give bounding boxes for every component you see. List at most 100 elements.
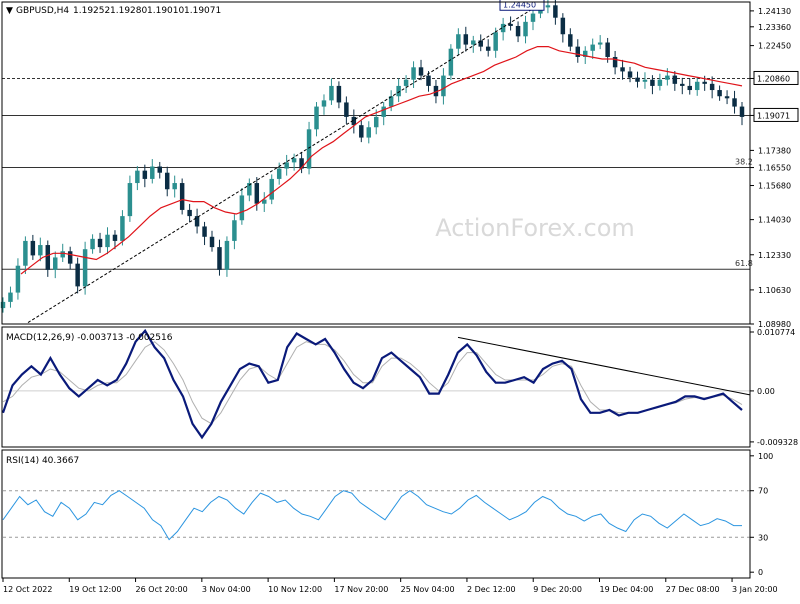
price-candle-body xyxy=(605,42,610,57)
rsi-line xyxy=(2,490,742,541)
x-tick-label: 10 Nov 12:00 xyxy=(268,585,322,594)
price-candle-body xyxy=(247,183,252,196)
macd-y-tick-label: 0.00 xyxy=(757,387,775,396)
price-candle-body xyxy=(53,257,58,270)
ohlc-low: 1.19010 xyxy=(147,6,184,16)
price-y-tick-label: 1.24130 xyxy=(758,7,791,16)
price-candle-body xyxy=(396,85,401,97)
price-candle-body xyxy=(560,17,566,35)
price-candle-body xyxy=(157,166,162,173)
ohlc-high: 1.19280 xyxy=(110,6,147,16)
price-candle-body xyxy=(284,162,289,169)
price-panel: 1.24130 1.23360 1.22450 1.20860 1.19071 1.173… xyxy=(0,0,799,329)
price-candle-body xyxy=(508,23,513,26)
macd-y-tick-label: -0.009328 xyxy=(757,438,798,447)
price-candle-body xyxy=(67,251,73,264)
price-candle-body xyxy=(612,56,618,68)
fib-level-label: 38.2 xyxy=(735,158,753,167)
price-candle-body xyxy=(202,226,207,237)
price-candle-body xyxy=(239,195,245,221)
price-candle-body xyxy=(75,263,80,287)
price-candle-body xyxy=(590,44,595,51)
price-y-tick-label: 1.22450 xyxy=(758,42,791,51)
price-candle-body xyxy=(523,21,528,37)
price-y-tick-label-box xyxy=(753,70,799,85)
x-tick-label: 3 Jan 20:00 xyxy=(732,585,778,594)
rsi-title: RSI(14) 40.3667 xyxy=(6,456,79,466)
x-tick-label: 27 Dec 08:00 xyxy=(666,585,720,594)
rsi-panel-frame xyxy=(1,449,751,579)
price-candle-body xyxy=(441,75,446,97)
price-y-tick-label: 1.17380 xyxy=(758,146,791,155)
x-tick-label: 2 Dec 12:00 xyxy=(467,585,516,594)
price-candle-body xyxy=(702,81,707,84)
price-candle-body xyxy=(344,102,349,117)
rsi-y-tick-label: 30 xyxy=(758,533,768,542)
price-candle-body xyxy=(403,79,409,86)
price-candle-body xyxy=(553,5,558,18)
x-tick-label: 3 Nov 04:00 xyxy=(202,585,251,594)
price-candle-body xyxy=(60,251,65,258)
price-candle-body xyxy=(276,168,282,179)
price-candle-body xyxy=(314,106,319,130)
x-tick-label: 26 Oct 20:00 xyxy=(136,585,188,594)
price-annotation-box xyxy=(499,0,545,11)
price-candle-body xyxy=(448,48,454,76)
price-candle-body xyxy=(351,116,357,126)
price-candle-body xyxy=(187,209,192,217)
price-candle-body xyxy=(217,247,222,270)
rsi-y-tick-label: 100 xyxy=(758,452,773,461)
price-candle-body xyxy=(23,240,28,266)
price-candle-body xyxy=(142,170,148,179)
price-candle-body xyxy=(620,67,625,72)
price-y-tick-label: 1.20860 xyxy=(757,74,790,83)
price-candle-body xyxy=(194,216,200,227)
price-panel-frame xyxy=(1,1,751,325)
price-candle-body xyxy=(388,96,394,107)
macd-trend-line xyxy=(457,336,751,396)
macd-title: MACD(12,26,9) -0.003713 -0.002516 xyxy=(6,333,173,343)
macd-signal-line xyxy=(2,341,743,425)
macd-y-tick-label: 0.010774 xyxy=(757,328,795,337)
price-y-tick-label: 1.10630 xyxy=(758,286,791,295)
price-candle-body xyxy=(433,85,439,97)
price-candle-body xyxy=(306,129,312,169)
price-candle-body xyxy=(8,292,13,302)
price-y-tick-label: 1.19071 xyxy=(757,111,790,120)
price-y-tick-label: 1.23360 xyxy=(758,23,791,32)
price-candle-body xyxy=(262,199,267,204)
price-candle-body xyxy=(299,158,304,169)
price-candle-body xyxy=(635,77,640,82)
price-header-arrow: ▼ xyxy=(6,6,13,16)
price-y-tick-label-box xyxy=(753,107,799,122)
price-candle-body xyxy=(597,42,603,45)
price-candle-body xyxy=(254,183,260,204)
price-candle-body xyxy=(112,234,118,241)
price-candle-body xyxy=(209,236,215,248)
price-candle-body xyxy=(627,71,633,78)
x-tick-label: 19 Dec 04:00 xyxy=(600,585,654,594)
fib-level-label: 61.8 xyxy=(735,259,753,268)
macd-panel-frame xyxy=(1,326,751,448)
price-candle-body xyxy=(329,85,334,101)
price-candle-body xyxy=(179,183,185,210)
price-candle-body xyxy=(97,238,103,248)
price-candle-body xyxy=(732,98,737,107)
price-y-tick-label: 1.16550 xyxy=(758,164,791,173)
moving-average-line xyxy=(20,46,743,275)
price-candle-body xyxy=(224,240,230,270)
x-tick-label: 19 Oct 12:00 xyxy=(69,585,121,594)
price-candle-body xyxy=(657,79,663,86)
price-candle-body xyxy=(650,79,655,86)
price-candle-body xyxy=(82,249,88,287)
price-candle-body xyxy=(0,301,6,309)
price-candle-body xyxy=(45,245,51,270)
price-candle-body xyxy=(694,81,700,91)
rsi-panel: 100 70 30 0 xyxy=(2,452,773,577)
price-candle-body xyxy=(680,83,685,86)
price-candle-body xyxy=(724,96,730,99)
price-candle-body xyxy=(291,158,297,163)
price-candle-body xyxy=(463,34,469,45)
rsi-y-tick-label: 0 xyxy=(758,568,763,577)
